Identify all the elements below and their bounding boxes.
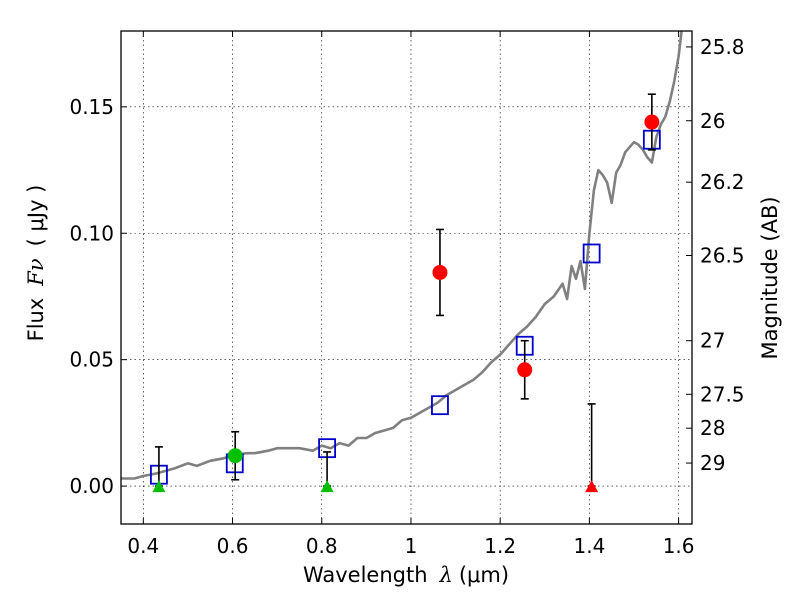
data-marks-layer	[150, 93, 661, 493]
y-axis-label: Flux Fν ( μJy )	[24, 185, 48, 342]
x-tick-label: 0.8	[306, 534, 338, 558]
right-tick-label: 27	[700, 329, 725, 353]
x-axis-label-prefix: Wavelength	[303, 563, 428, 587]
plot-frame	[120, 30, 693, 525]
right-axis-label: Magnitude (AB)	[758, 196, 782, 359]
model-band-square	[431, 395, 449, 416]
y-tick-label: 0.15	[69, 95, 114, 119]
tick-marks	[121, 31, 692, 524]
right-tick-label: 28	[700, 416, 725, 440]
right-tick-label: 29	[700, 451, 725, 475]
model-band-square	[582, 243, 601, 264]
model-spectrum-line	[121, 31, 683, 480]
upper-limit-triangle	[585, 480, 599, 493]
grid-lines	[121, 31, 692, 524]
y-axis-label-unit: ( μJy )	[24, 185, 48, 247]
measured-flux-circle	[432, 264, 448, 280]
tick-labels-layer: 0.4 0.6 0.8 1 1.2 1.4 1.6 0.00 0.05 0.10 0.15 25.8 2…	[69, 35, 744, 558]
measured-flux-circle	[517, 362, 533, 378]
x-tick-label: 1.2	[484, 534, 516, 558]
model-spectrum-layer	[121, 31, 683, 480]
measured-flux-circle	[644, 114, 660, 130]
x-axis-label-symbol: λ	[439, 563, 453, 587]
y-tick-label: 0.10	[69, 221, 114, 245]
right-tick-label: 25.8	[700, 35, 745, 59]
y-tick-label: 0.00	[69, 474, 114, 498]
x-tick-label: 0.6	[217, 534, 249, 558]
upper-limit-triangle	[152, 480, 166, 493]
x-tick-label: 0.4	[127, 534, 159, 558]
y-axis-label-symbol: Fν	[24, 258, 48, 287]
measured-flux-circle	[227, 448, 243, 464]
right-tick-label: 27.5	[700, 382, 745, 406]
upper-limit-triangle	[320, 480, 334, 493]
y-tick-label: 0.05	[69, 348, 114, 372]
x-tick-label: 1	[405, 534, 418, 558]
x-tick-label: 1.6	[663, 534, 695, 558]
x-axis-label-unit: (μm)	[459, 563, 509, 587]
x-tick-label: 1.4	[573, 534, 605, 558]
x-axis-label: Wavelength λ (μm)	[303, 563, 509, 587]
right-tick-label: 26.2	[700, 170, 745, 194]
right-tick-label: 26.5	[700, 244, 745, 268]
y-axis-label-prefix: Flux	[24, 298, 48, 342]
right-tick-label: 26	[700, 109, 725, 133]
